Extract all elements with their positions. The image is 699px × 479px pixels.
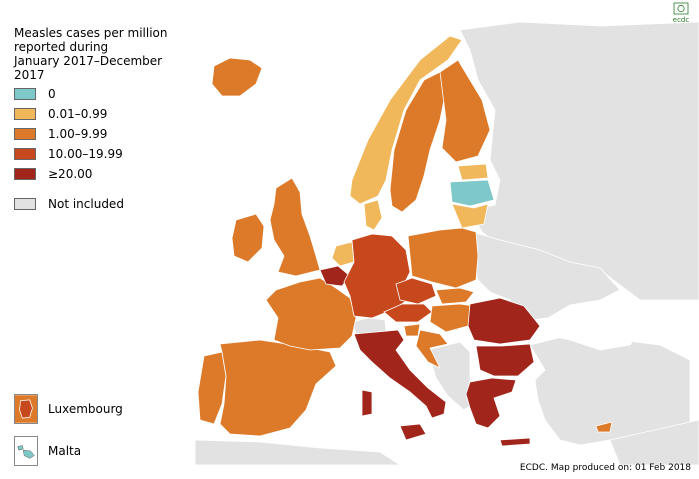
italy-region xyxy=(353,329,447,419)
finland-region xyxy=(439,59,491,163)
spain-region xyxy=(219,339,337,437)
legend-rows: 0 0.01–0.99 1.00–9.99 10.00–19.99 ≥20.00 xyxy=(14,84,194,184)
legend-item: 1.00–9.99 xyxy=(14,124,194,144)
legend-label: 10.00–19.99 xyxy=(48,147,123,161)
legend-label: ≥20.00 xyxy=(48,167,93,181)
ecdc-logo-icon: ecdc xyxy=(673,2,690,24)
legend-swatch xyxy=(14,148,36,160)
legend-item: 0.01–0.99 xyxy=(14,104,194,124)
legend-title-line3: January 2017–December 2017 xyxy=(14,54,163,82)
north-africa-land xyxy=(194,439,402,466)
legend-item: 0 xyxy=(14,84,194,104)
legend-title-line1: Measles cases per million xyxy=(14,26,168,40)
croatia-region xyxy=(415,329,449,369)
lithuania-region xyxy=(451,203,489,229)
ecdc-logo-text: ecdc xyxy=(673,16,690,24)
legend-swatch xyxy=(14,168,36,180)
luxembourg-label: Luxembourg xyxy=(48,402,123,416)
middle-east-land xyxy=(609,419,699,466)
legend-label: 0 xyxy=(48,87,56,101)
iceland-region xyxy=(211,57,263,97)
legend-not-included: Not included xyxy=(14,197,124,211)
netherlands-region xyxy=(331,241,355,267)
map-credit: ECDC. Map produced on: 01 Feb 2018 xyxy=(519,463,691,473)
luxembourg-inset-map xyxy=(14,394,38,424)
map-legend: Measles cases per million reported durin… xyxy=(14,26,194,184)
crete-region xyxy=(499,437,531,447)
hungary-region xyxy=(429,303,475,333)
legend-swatch xyxy=(14,128,36,140)
legend-label: 0.01–0.99 xyxy=(48,107,108,121)
czechia-region xyxy=(395,277,437,305)
legend-item: ≥20.00 xyxy=(14,164,194,184)
norway-region xyxy=(349,35,463,205)
countries xyxy=(197,35,613,447)
sardinia-region xyxy=(361,389,373,417)
belarus-ukraine-land xyxy=(471,231,621,321)
malta-inset-map xyxy=(14,436,38,466)
non-included-land xyxy=(194,21,699,466)
malta-label: Malta xyxy=(48,444,82,458)
black-sea-white xyxy=(547,311,641,351)
france-region xyxy=(265,277,357,351)
poland-region xyxy=(407,227,479,289)
cyprus-region xyxy=(595,421,613,433)
latvia-region xyxy=(449,179,495,207)
romania-region xyxy=(467,297,541,345)
legend-item: 10.00–19.99 xyxy=(14,144,194,164)
legend-title-line2: reported during xyxy=(14,40,109,54)
inset-malta: Malta xyxy=(14,436,81,466)
slovakia-region xyxy=(435,287,475,305)
legend-label: 1.00–9.99 xyxy=(48,127,108,141)
sweden-region xyxy=(389,71,447,213)
not-included-swatch xyxy=(14,198,36,210)
legend-swatch xyxy=(14,88,36,100)
estonia-region xyxy=(457,163,489,181)
slovenia-region xyxy=(403,323,421,337)
ireland-region xyxy=(231,213,265,263)
legend-swatch xyxy=(14,108,36,120)
bulgaria-region xyxy=(475,343,535,377)
sicily-region xyxy=(399,423,427,441)
inset-luxembourg: Luxembourg xyxy=(14,394,123,424)
united-kingdom-region xyxy=(269,177,321,277)
denmark-region xyxy=(363,199,383,231)
greece-region xyxy=(465,377,517,429)
not-included-label: Not included xyxy=(48,197,124,211)
